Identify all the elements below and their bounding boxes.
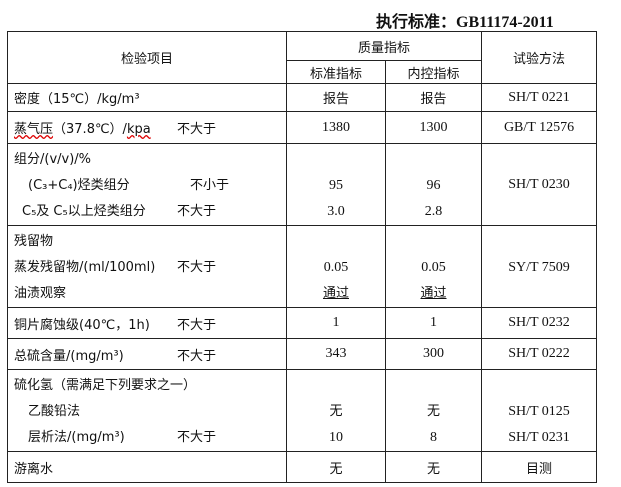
copper-label-cell: 铜片腐蚀级(40℃，1h) 不大于	[7, 307, 287, 339]
residue-sub1: 蒸发残留物/(ml/100ml)	[14, 260, 156, 275]
h2s-title: 硫化氢（需满足下列要求之一）	[14, 378, 197, 393]
vapor-label-a: 蒸气压	[14, 122, 54, 137]
h2s-sub2: 层析法/(mg/m³)	[28, 430, 125, 445]
table-row: 游离水 无 无 目测	[7, 451, 598, 483]
vapor-label: 蒸气压（37.8℃）/kpa 不大于	[7, 111, 287, 144]
h2s-label: 硫化氢（需满足下列要求之一） 乙酸铅法 层析法/(mg/m³) 不大于	[7, 369, 287, 452]
h2s-sub2-standard: 10	[329, 430, 343, 445]
water-internal: 无	[384, 451, 483, 483]
sulfur-method: SH/T 0222	[481, 338, 598, 370]
residue-sub1-standard: 0.05	[323, 260, 349, 275]
table-row: 残留物 蒸发残留物/(ml/100ml) 不大于 油渍观察 0.05 通过 0.05…	[7, 225, 598, 308]
copper-standard: 1	[286, 307, 386, 339]
header-internal: 内控指标	[384, 60, 483, 84]
table-row: 密度（15℃）/kg/m³ 报告 报告 SH/T 0221	[7, 83, 598, 112]
water-label: 游离水	[7, 451, 287, 483]
sulfur-label-cell: 总硫含量/(mg/m³) 不大于	[7, 338, 287, 370]
table-row: 总硫含量/(mg/m³) 不大于 343 300 SH/T 0222	[7, 338, 598, 370]
copper-method: SH/T 0232	[481, 307, 598, 339]
h2s-sub1-method: SH/T 0125	[508, 404, 570, 419]
vapor-internal: 1300	[384, 111, 483, 144]
residue-sub1-cond: 不大于	[177, 260, 217, 275]
standard-title: 执行标准：GB11174-2011	[376, 14, 554, 31]
composition-sub1-internal: 96	[426, 178, 441, 193]
residue-standard: 0.05 通过	[286, 225, 386, 308]
copper-label: 铜片腐蚀级(40℃，1h)	[14, 317, 150, 333]
spec-table: 检验项目 质量指标 试验方法 标准指标 内控指标 密度（15℃）/kg/m³ 报…	[7, 31, 598, 483]
sulfur-label: 总硫含量/(mg/m³)	[14, 348, 124, 364]
residue-sub2: 油渍观察	[14, 286, 67, 301]
copper-cond: 不大于	[177, 317, 217, 333]
composition-sub2: C₅及 C₅以上烃类组分	[22, 204, 146, 219]
h2s-sub2-internal: 8	[430, 430, 437, 445]
residue-sub1-internal: 0.05	[421, 260, 446, 275]
sulfur-cond: 不大于	[177, 348, 217, 364]
density-label: 密度（15℃）/kg/m³	[7, 83, 287, 112]
h2s-standard: 无 10	[286, 369, 386, 452]
sulfur-standard: 343	[286, 338, 386, 370]
residue-internal: 0.05 通过	[384, 225, 483, 308]
h2s-sub2-cond: 不大于	[177, 430, 217, 445]
composition-label: 组分/(v/v)/% (C₃+C₄)烃类组分 不小于 C₅及 C₅以上烃类组分 不大…	[7, 143, 287, 226]
sulfur-internal: 300	[384, 338, 483, 370]
residue-label: 残留物 蒸发残留物/(ml/100ml) 不大于 油渍观察	[7, 225, 287, 308]
h2s-sub1: 乙酸铅法	[28, 404, 81, 419]
table-row: 铜片腐蚀级(40℃，1h) 不大于 1 1 SH/T 0232	[7, 307, 598, 339]
density-method: SH/T 0221	[481, 83, 598, 112]
composition-sub2-internal: 2.8	[424, 204, 443, 219]
table-row: 蒸气压（37.8℃）/kpa 不大于 1380 1300 GB/T 12576	[7, 111, 598, 144]
h2s-sub2-method: SH/T 0231	[508, 430, 570, 445]
composition-title: 组分/(v/v)/%	[14, 152, 92, 167]
water-method: 目测	[481, 451, 598, 483]
header-item: 检验项目	[7, 31, 287, 84]
composition-method: SH/T 0230	[481, 143, 598, 226]
density-standard: 报告	[286, 83, 386, 112]
vapor-cond: 不大于	[177, 122, 217, 137]
vapor-label-b: （37.8℃）/	[53, 122, 127, 137]
header-method: 试验方法	[481, 31, 598, 84]
residue-sub2-internal: 通过	[420, 286, 447, 301]
residue-method: SY/T 7509	[508, 260, 570, 275]
composition-sub2-standard: 3.0	[327, 204, 345, 219]
composition-internal: 96 2.8	[384, 143, 483, 226]
copper-internal: 1	[384, 307, 483, 339]
table-row: 硫化氢（需满足下列要求之一） 乙酸铅法 层析法/(mg/m³) 不大于 无 10 无…	[7, 369, 598, 452]
h2s-sub1-internal: 无	[427, 404, 441, 419]
water-standard: 无	[286, 451, 386, 483]
vapor-label-c: kpa	[126, 122, 151, 137]
residue-title: 残留物	[14, 234, 54, 249]
header-quality: 质量指标	[285, 31, 483, 61]
residue-method-cell: SY/T 7509	[481, 225, 598, 308]
residue-sub2-standard: 通过	[322, 286, 349, 301]
composition-standard: 95 3.0	[286, 143, 386, 226]
header-standard: 标准指标	[286, 60, 386, 84]
composition-sub2-cond: 不大于	[177, 204, 217, 219]
h2s-sub1-standard: 无	[329, 404, 343, 419]
header-row: 检验项目 质量指标 试验方法	[7, 31, 598, 84]
table-row: 组分/(v/v)/% (C₃+C₄)烃类组分 不小于 C₅及 C₅以上烃类组分 不大…	[7, 143, 598, 226]
composition-sub1-cond: 不小于	[190, 178, 230, 193]
h2s-method: SH/T 0125 SH/T 0231	[481, 369, 598, 452]
composition-sub1-standard: 95	[329, 178, 343, 193]
density-internal: 报告	[384, 83, 483, 112]
vapor-standard: 1380	[286, 111, 386, 144]
composition-sub1: (C₃+C₄)烃类组分	[28, 178, 130, 193]
vapor-method: GB/T 12576	[481, 111, 598, 144]
subheader-row: 标准指标 内控指标	[8, 60, 597, 84]
